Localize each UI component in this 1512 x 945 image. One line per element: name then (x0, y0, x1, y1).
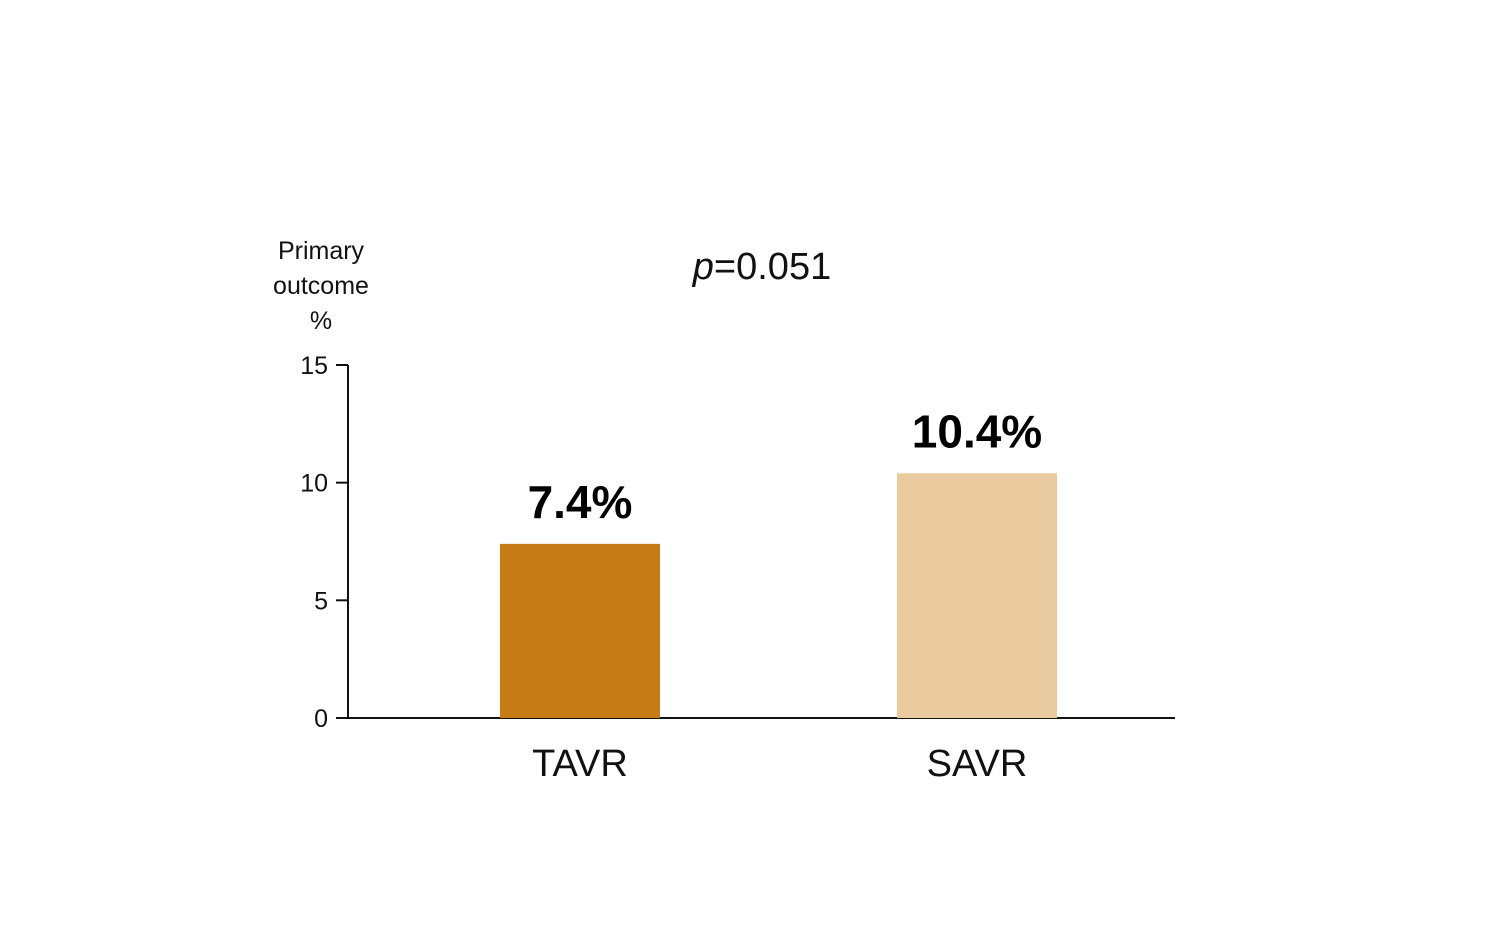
category-labels: TAVR SAVR (532, 743, 1027, 785)
data-label-tavr: 7.4% (528, 476, 633, 528)
data-label-savr: 10.4% (912, 405, 1042, 457)
bars (500, 473, 1057, 718)
y-tick-label-5: 5 (314, 587, 328, 615)
bar-savr (897, 473, 1057, 718)
y-tick-label-0: 0 (314, 705, 328, 733)
bar-tavr (500, 543, 660, 718)
y-tick-label-10: 10 (300, 470, 328, 498)
y-axis-ticks: 0 5 10 15 (300, 352, 348, 733)
y-axis-label-line-2: outcome (273, 272, 369, 300)
y-axis-label-line-1: Primary (278, 237, 365, 265)
y-axis-label-line-3: % (310, 307, 332, 335)
category-label-savr: SAVR (927, 743, 1028, 785)
category-label-tavr: TAVR (532, 743, 628, 785)
p-value-symbol: p (692, 246, 714, 288)
y-tick-label-15: 15 (300, 352, 328, 380)
p-value-annotation: p=0.051 (692, 246, 831, 288)
p-value-text: =0.051 (714, 246, 831, 288)
data-labels: 7.4% 10.4% (528, 405, 1043, 528)
y-axis-label: Primary outcome % (273, 237, 369, 335)
